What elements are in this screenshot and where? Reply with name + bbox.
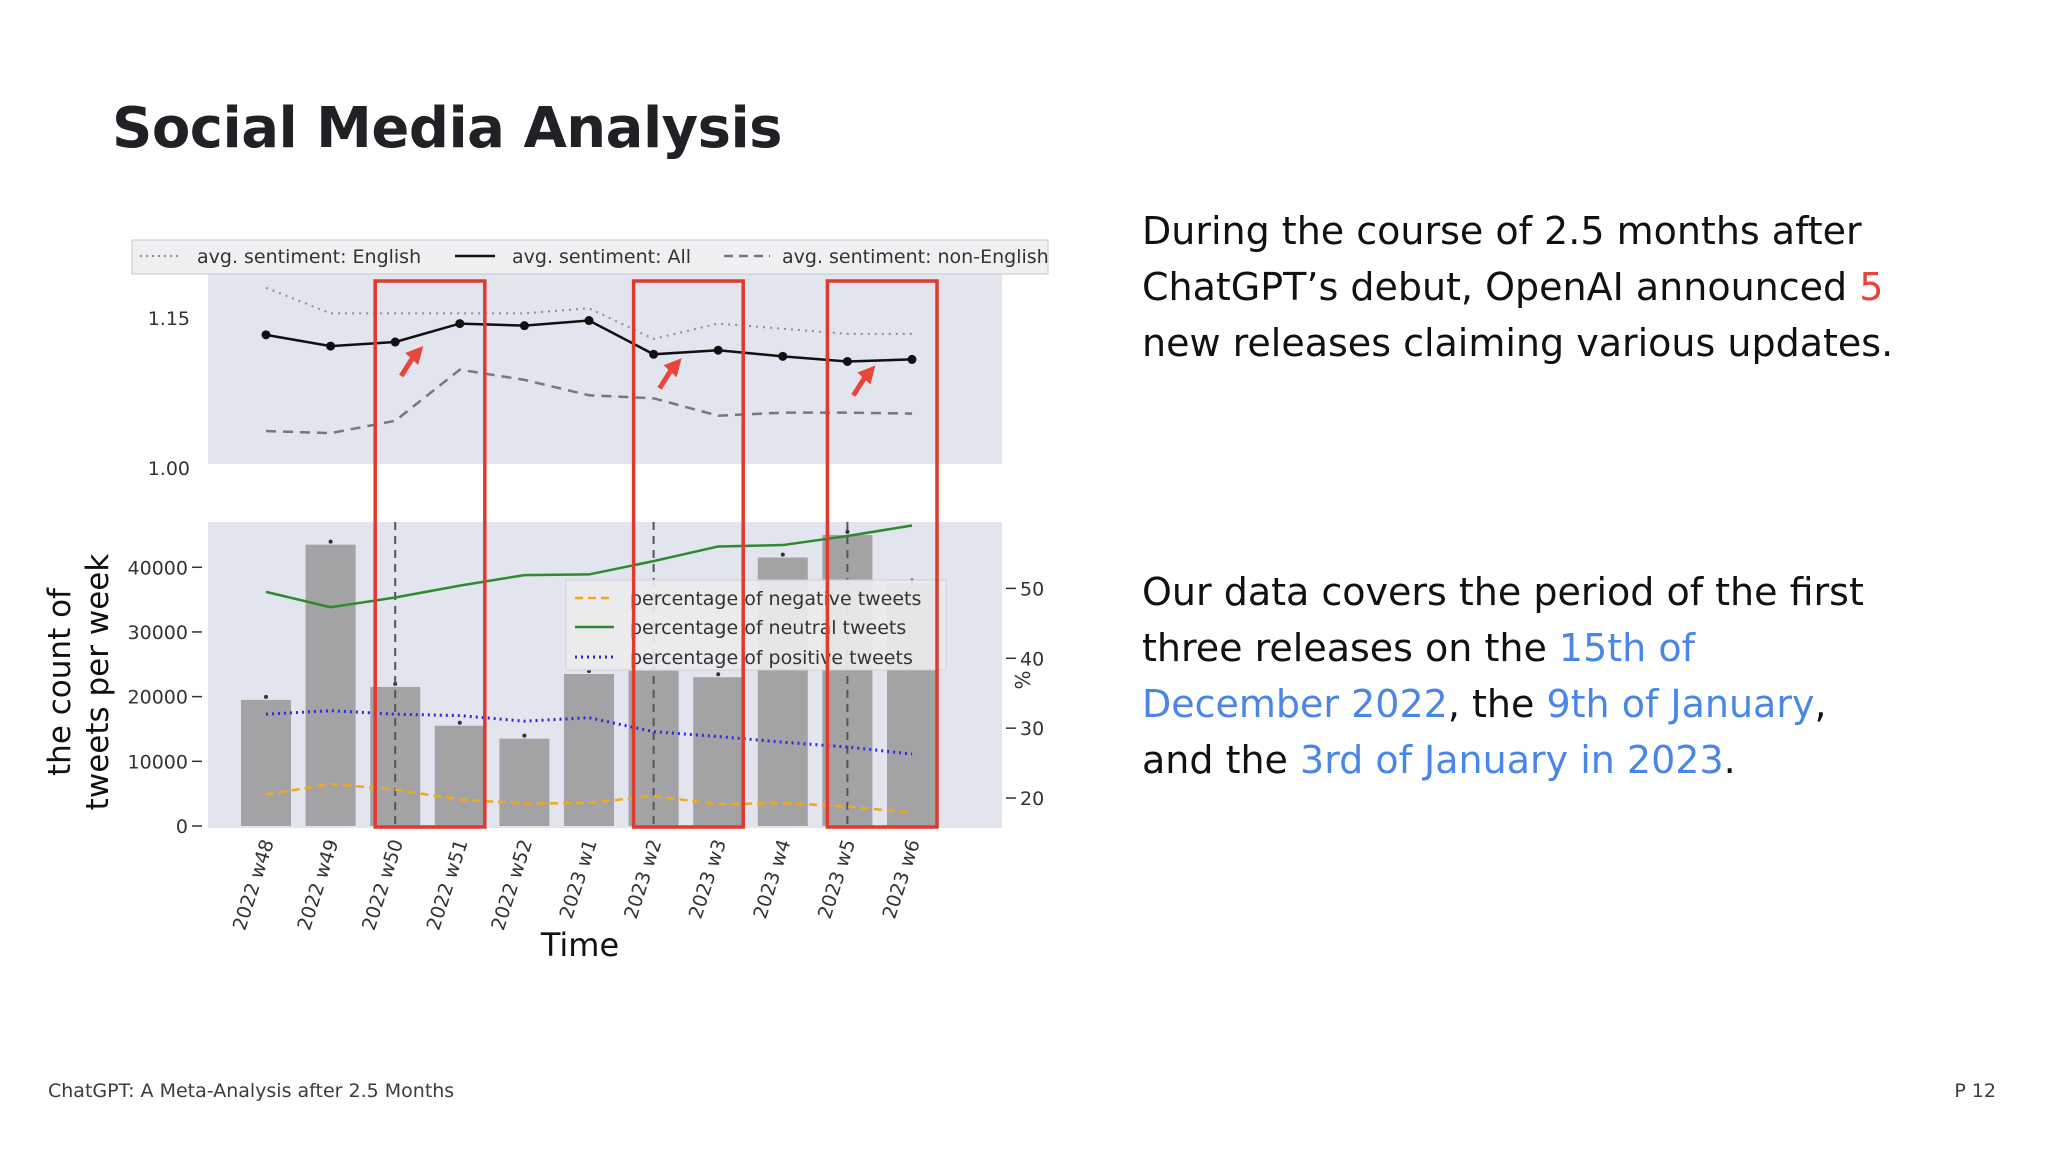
- bottom-series-line-2: [265, 709, 913, 756]
- x-tick-label-5: 2023 w1: [555, 837, 601, 922]
- x-tick-label-10: 2023 w6: [878, 837, 924, 922]
- highlight-box-1: [631, 279, 745, 829]
- highlight-boxes-group: [373, 279, 939, 829]
- top-legend-box: [131, 239, 1049, 275]
- y-axis-label-line2: tweets per week: [80, 554, 116, 811]
- highlight-box-0: [373, 279, 487, 829]
- top-point-8: [778, 351, 788, 361]
- bar-3: [434, 725, 485, 826]
- legend-nonenglish-label: avg. sentiment: non-English: [782, 246, 1049, 268]
- slide-title: Social Media Analysis: [112, 96, 783, 161]
- top-point-6: [649, 349, 659, 359]
- x-tick-label-1: 2022 w49: [293, 837, 343, 933]
- left-tick-label-3: 30000: [128, 622, 188, 644]
- x-tick-label-7: 2023 w3: [685, 837, 731, 922]
- chart-svg: avg. sentiment: English avg. sentiment: …: [42, 239, 1049, 964]
- bar-7: [693, 677, 744, 826]
- bar-errpoint-0: [264, 694, 268, 699]
- p1-text-a: During the course of 2.5 months after Ch…: [1142, 209, 1862, 309]
- x-tick-label-9: 2023 w5: [814, 837, 860, 922]
- release-arrow-shaft-2: [851, 375, 868, 397]
- top-ytick-115: 1.15: [148, 308, 190, 330]
- right-axis: 20 30 40 50: [1006, 578, 1044, 810]
- bottom-legend-box: [565, 579, 947, 671]
- right-tick-label-3: 50: [1020, 578, 1044, 600]
- top-point-4: [519, 321, 529, 331]
- left-axis: 0 10000 20000 30000 40000: [128, 557, 202, 838]
- p2-date-link-2[interactable]: 9th of January: [1546, 682, 1815, 726]
- legend-all-label: avg. sentiment: All: [512, 246, 691, 268]
- bar-0: [241, 699, 291, 826]
- highlight-box-2: [825, 279, 939, 829]
- p2-date-link-1[interactable]: 15th of December 2022: [1142, 626, 1695, 726]
- legend-english-label: avg. sentiment: English: [197, 246, 421, 268]
- legend-positive-label: percentage of positive tweets: [630, 647, 913, 669]
- bar-errpoint-4: [522, 733, 527, 738]
- legend-neutral-label: percentage of neutral tweets: [630, 617, 906, 639]
- top-point-1: [326, 341, 336, 351]
- top-panel-bg: [208, 268, 1002, 464]
- left-tick-label-1: 10000: [128, 751, 188, 773]
- right-tick-label-0: 20: [1020, 788, 1044, 810]
- right-tick-label-1: 30: [1020, 718, 1044, 740]
- footer-title: ChatGPT: A Meta-Analysis after 2.5 Month…: [48, 1080, 455, 1102]
- paragraph-data-period: Our data covers the period of the first …: [1142, 564, 1902, 788]
- legend-negative-label: percentage of negative tweets: [630, 588, 921, 610]
- bar-errpoint-8: [780, 552, 785, 557]
- release-arrow-head-0: [405, 346, 424, 366]
- bar-4: [499, 738, 550, 826]
- top-point-3: [455, 319, 465, 329]
- page-number: P 12: [1954, 1080, 1996, 1102]
- x-axis-label: Time: [540, 926, 619, 964]
- bar-5: [564, 674, 614, 826]
- p2-text-b: , the: [1447, 682, 1547, 726]
- bar-errpoint-3: [457, 720, 462, 725]
- top-ytick-100: 1.00: [148, 458, 190, 480]
- x-axis: 2022 w48 2022 w49 2022 w50 2022 w51 2022 w52…: [229, 837, 925, 933]
- p2-text-c: , and the: [1142, 682, 1827, 782]
- release-arrow-head-1: [663, 358, 682, 378]
- sentiment-chart: avg. sentiment: English avg. sentiment: …: [30, 230, 1090, 970]
- y-axis-label-line1: the count of: [42, 587, 78, 776]
- right-tick-label-2: 40: [1020, 648, 1044, 670]
- arrows-group: [399, 346, 876, 397]
- x-tick-label-4: 2022 w52: [487, 837, 537, 933]
- left-tick-label-0: 0: [176, 816, 188, 838]
- left-tick-label-4: 40000: [128, 557, 188, 579]
- p2-text-a: Our data covers the period of the first …: [1142, 570, 1864, 670]
- paragraph-releases: During the course of 2.5 months after Ch…: [1142, 203, 1902, 371]
- x-tick-label-2: 2022 w50: [358, 837, 408, 933]
- x-tick-label-3: 2022 w51: [423, 837, 473, 933]
- release-arrow-shaft-1: [657, 367, 674, 390]
- top-point-0: [261, 330, 271, 340]
- release-lines-group: [394, 522, 849, 828]
- bar-errpoint-1: [328, 539, 333, 544]
- bar-1: [305, 544, 356, 826]
- top-point-5: [584, 316, 594, 326]
- x-tick-label-0: 2022 w48: [229, 837, 279, 933]
- left-tick-label-2: 20000: [128, 687, 188, 709]
- x-tick-label-6: 2023 w2: [620, 837, 666, 922]
- release-arrow-head-2: [857, 365, 876, 385]
- p1-highlight-number: 5: [1859, 265, 1884, 309]
- p1-text-b: new releases claiming various updates.: [1142, 321, 1894, 365]
- top-point-9: [842, 356, 852, 366]
- bar-errpoint-9: [845, 529, 850, 534]
- top-point-7: [713, 345, 723, 355]
- top-point-2: [390, 337, 400, 347]
- bar-errpoint-7: [716, 672, 721, 677]
- release-arrow-shaft-0: [399, 355, 416, 378]
- x-tick-label-8: 2023 w4: [749, 837, 795, 922]
- p2-text-d: .: [1723, 738, 1736, 782]
- p2-date-link-3[interactable]: 3rd of January in 2023: [1300, 738, 1724, 782]
- top-point-10: [907, 354, 917, 364]
- y2-label: %: [1011, 670, 1035, 689]
